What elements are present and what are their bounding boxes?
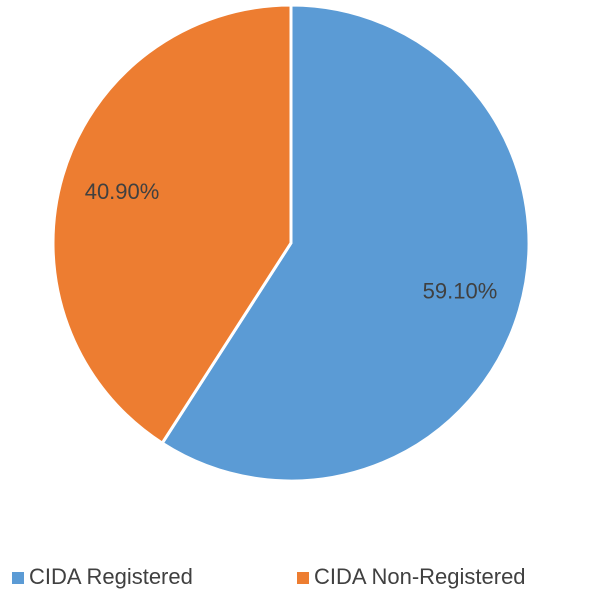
data-label: 59.10%: [423, 278, 498, 303]
legend-label: CIDA Non-Registered: [314, 564, 526, 589]
legend-swatch: [297, 572, 309, 584]
pie-slice: [160, 3, 531, 483]
pie-slice: [51, 3, 293, 445]
legend-label: CIDA Registered: [29, 564, 193, 589]
legend-swatch: [12, 572, 24, 584]
data-label: 40.90%: [85, 179, 160, 204]
